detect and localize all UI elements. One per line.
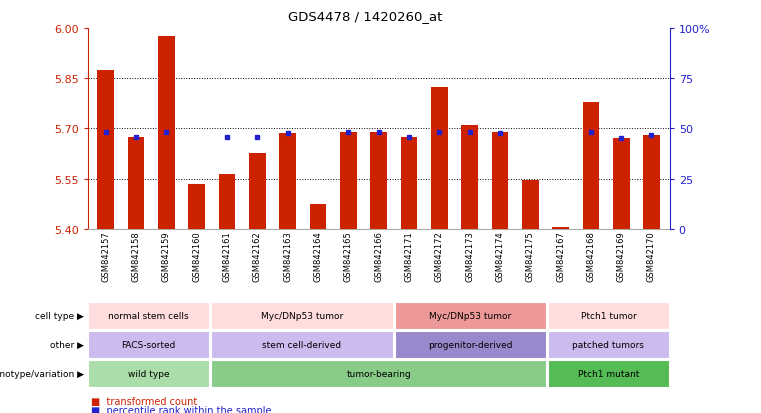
Bar [522, 181, 539, 229]
Text: tumor-bearing: tumor-bearing [346, 369, 411, 378]
Text: stem cell-derived: stem cell-derived [263, 340, 342, 349]
Text: progenitor-derived: progenitor-derived [428, 340, 513, 349]
Bar [97, 71, 114, 229]
Text: patched tumors: patched tumors [572, 340, 645, 349]
Text: other ▶: other ▶ [49, 340, 84, 349]
Bar [158, 37, 175, 229]
Bar [128, 138, 145, 229]
Text: cell type ▶: cell type ▶ [35, 311, 84, 320]
Bar [188, 184, 205, 229]
Text: ■  percentile rank within the sample: ■ percentile rank within the sample [91, 405, 272, 413]
Text: GDS4478 / 1420260_at: GDS4478 / 1420260_at [288, 10, 442, 23]
Bar [643, 136, 660, 229]
Text: FACS-sorted: FACS-sorted [122, 340, 176, 349]
Bar [431, 87, 447, 229]
Bar [613, 139, 629, 229]
Text: Ptch1 tumor: Ptch1 tumor [581, 311, 636, 320]
Bar [582, 102, 599, 229]
Bar [371, 133, 387, 229]
Text: Ptch1 mutant: Ptch1 mutant [578, 369, 639, 378]
Text: genotype/variation ▶: genotype/variation ▶ [0, 369, 84, 378]
Bar [310, 204, 326, 229]
Bar [552, 228, 569, 229]
Text: wild type: wild type [128, 369, 170, 378]
Bar [492, 133, 508, 229]
Text: Myc/DNp53 tumor: Myc/DNp53 tumor [261, 311, 343, 320]
Bar [340, 133, 357, 229]
Bar [249, 154, 266, 229]
Text: ■  transformed count: ■ transformed count [91, 396, 198, 406]
Bar [218, 174, 235, 229]
Text: Myc/DNp53 tumor: Myc/DNp53 tumor [429, 311, 511, 320]
Bar [400, 138, 417, 229]
Bar [279, 134, 296, 229]
Text: normal stem cells: normal stem cells [109, 311, 189, 320]
Bar [461, 126, 478, 229]
